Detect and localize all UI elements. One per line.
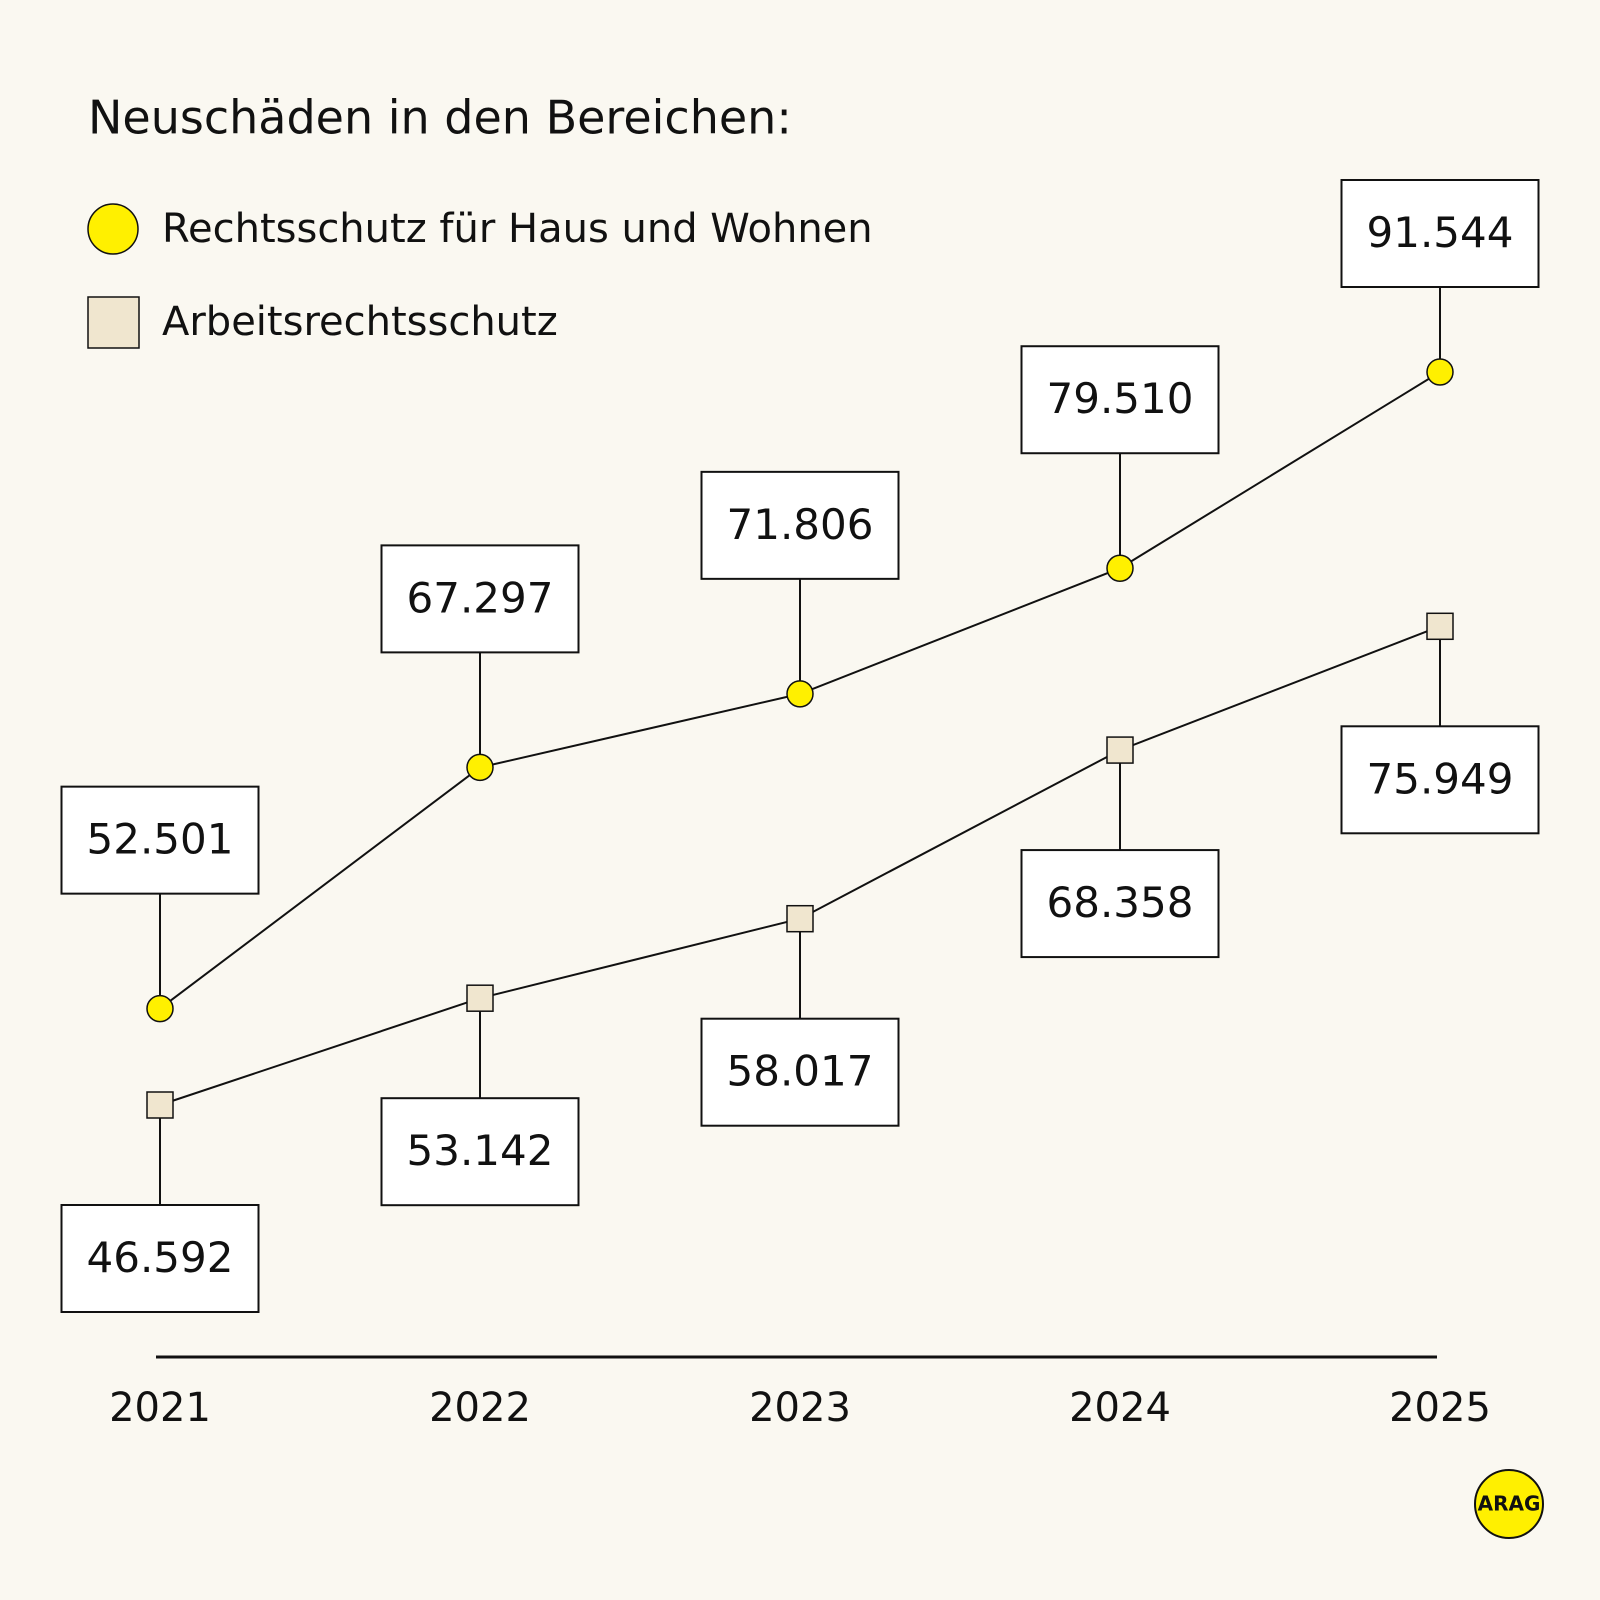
point [1106,736,1134,764]
logo: ARAG [1474,1469,1544,1539]
value-label: 91.544 [1367,208,1514,257]
point [1426,612,1454,641]
legend-marker [87,296,140,349]
point [786,680,814,708]
value-label: 71.806 [727,500,874,549]
x-tick-label: 2025 [1389,1385,1491,1431]
logo-circle [1474,1469,1544,1539]
value-label: 52.501 [87,815,234,864]
chart-title: Neuschäden in den Bereichen: [88,91,792,145]
value-label: 67.297 [407,573,554,622]
label-box [1020,849,1220,959]
value-label: 79.510 [1047,374,1194,423]
point [146,1091,174,1119]
point [466,984,494,1012]
label-box [1340,179,1540,288]
point [786,904,814,933]
value-label: 46.592 [87,1233,234,1282]
point [146,994,174,1023]
x-tick-label: 2023 [749,1385,851,1431]
label-box [700,1017,900,1127]
value-label: 58.017 [727,1047,874,1096]
label-box [1020,345,1220,455]
x-tick-label: 2022 [429,1385,531,1431]
legend-label: Rechtsschutz für Haus und Wohnen [162,206,873,252]
legend-marker [87,203,139,255]
label-box [60,785,260,895]
label-box [380,544,580,654]
value-label: 68.358 [1047,878,1194,927]
x-tick-label: 2021 [109,1385,211,1431]
point [466,753,494,782]
x-tick-label: 2024 [1069,1385,1171,1431]
value-label: 75.949 [1367,754,1514,803]
logo-text: ARAG [1478,1492,1541,1516]
point [1426,358,1454,386]
label-box [1340,725,1540,835]
point [1106,554,1134,582]
label-box [700,470,900,580]
value-label: 53.142 [407,1126,554,1175]
label-box [380,1097,580,1207]
legend-label: Arbeitsrechtsschutz [162,299,558,345]
label-box [60,1204,260,1313]
